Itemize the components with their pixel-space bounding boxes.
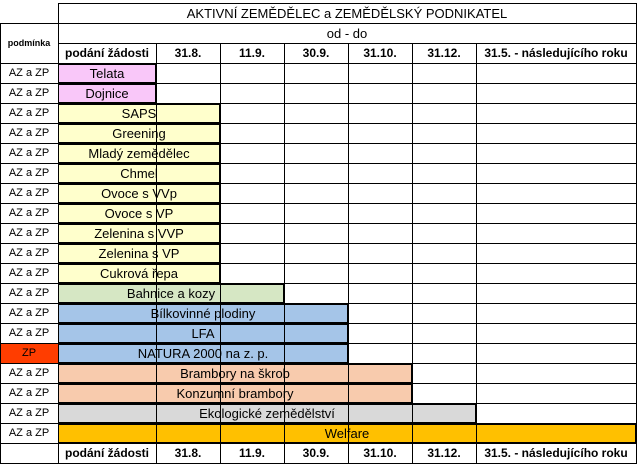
v-gridline — [58, 23, 59, 463]
program-bar: Greening — [58, 124, 220, 143]
h-gridline — [0, 223, 636, 224]
program-bar: LFA — [58, 324, 348, 343]
table-title: AKTIVNÍ ZEMĚDĚLEC a ZEMĚDĚLSKÝ PODNIKATE… — [186, 5, 508, 21]
condition-cell: AZ a ZP — [8, 107, 50, 119]
h-gridline — [0, 283, 636, 284]
bottom-column-header: 11.9. — [238, 446, 266, 460]
condition-cell: AZ a ZP — [8, 207, 50, 219]
v-gridline — [220, 43, 221, 463]
h-gridline — [0, 23, 636, 24]
program-bar: Zelenina s VP — [58, 244, 220, 263]
condition-cell: AZ a ZP — [8, 127, 50, 139]
h-gridline — [0, 83, 636, 84]
condition-cell: AZ a ZP — [8, 147, 50, 159]
condition-header: podmínka — [7, 38, 51, 48]
bottom-column-header: 31.12. — [427, 446, 461, 460]
h-gridline — [0, 243, 636, 244]
v-gridline — [156, 43, 157, 463]
condition-cell: ZP — [0, 343, 58, 363]
condition-cell: AZ a ZP — [8, 187, 50, 199]
condition-cell: AZ a ZP — [8, 407, 50, 419]
condition-cell: AZ a ZP — [8, 367, 50, 379]
condition-cell: AZ a ZP — [8, 427, 50, 439]
h-gridline — [0, 303, 636, 304]
program-bar: Ovoce s VP — [58, 204, 220, 223]
h-gridline — [0, 63, 636, 64]
program-bar: Bahnice a kozy — [58, 284, 284, 303]
v-gridline — [348, 43, 349, 463]
program-bar: Cukrová řepa — [58, 264, 220, 283]
bottom-column-header: 30.9. — [302, 446, 330, 460]
h-gridline — [0, 463, 637, 464]
h-gridline — [0, 443, 636, 444]
h-gridline — [0, 343, 636, 344]
top-column-header: 11.9. — [238, 46, 266, 60]
h-gridline — [0, 143, 636, 144]
range-header: od - do — [326, 25, 368, 41]
program-bar: Telata — [58, 64, 156, 83]
condition-cell: AZ a ZP — [8, 87, 50, 99]
program-bar: Mladý zemědělec — [58, 144, 220, 163]
h-gridline — [0, 423, 636, 424]
h-gridline — [0, 263, 636, 264]
condition-cell: AZ a ZP — [8, 327, 50, 339]
condition-cell: AZ a ZP — [8, 227, 50, 239]
h-gridline — [0, 363, 636, 364]
bottom-column-header: 31.10. — [363, 446, 397, 460]
h-gridline — [0, 163, 636, 164]
program-bar: Dojnice — [58, 84, 156, 103]
h-gridline — [58, 3, 636, 4]
program-bar: SAPS — [58, 104, 220, 123]
h-gridline — [0, 103, 636, 104]
condition-cell: AZ a ZP — [8, 307, 50, 319]
program-bar: Ovoce s VVp — [58, 184, 220, 203]
bottom-column-header: 31.5. - následujícího roku — [484, 446, 628, 460]
condition-cell: AZ a ZP — [8, 387, 50, 399]
program-bar: Chmel — [58, 164, 220, 183]
h-gridline — [0, 123, 636, 124]
h-gridline — [0, 203, 636, 204]
condition-cell: AZ a ZP — [8, 247, 50, 259]
condition-cell: AZ a ZP — [8, 267, 50, 279]
condition-cell: AZ a ZP — [8, 287, 50, 299]
top-column-header: 31.5. - následujícího roku — [484, 46, 628, 60]
top-column-header: 30.9. — [302, 46, 330, 60]
v-gridline — [412, 43, 413, 463]
v-gridline — [0, 23, 1, 463]
top-column-header: 31.12. — [427, 46, 461, 60]
h-gridline — [0, 383, 636, 384]
v-gridline — [476, 43, 477, 463]
program-bar: Zelenina s VVP — [58, 224, 220, 243]
program-bar: Brambory na škrob — [58, 364, 412, 383]
program-bar: Konzumní brambory — [58, 384, 412, 403]
program-bar: Ekologické zemědělství — [58, 404, 476, 423]
condition-cell: AZ a ZP — [8, 67, 50, 79]
program-bar: Welfare — [58, 424, 636, 443]
bottom-column-header: 31.8. — [174, 446, 202, 460]
top-column-header: 31.10. — [363, 46, 397, 60]
v-gridline — [58, 3, 59, 23]
top-column-header: 31.8. — [174, 46, 202, 60]
program-bar: Bílkovinné plodiny — [58, 304, 348, 323]
h-gridline — [0, 183, 636, 184]
bottom-column-header: podání žádosti — [65, 446, 149, 460]
v-gridline — [284, 43, 285, 463]
h-gridline — [58, 43, 636, 44]
h-gridline — [0, 403, 636, 404]
program-bar: NATURA 2000 na z. p. — [58, 344, 348, 363]
top-column-header: podání žádosti — [65, 46, 149, 60]
h-gridline — [0, 323, 636, 324]
condition-cell: AZ a ZP — [8, 167, 50, 179]
